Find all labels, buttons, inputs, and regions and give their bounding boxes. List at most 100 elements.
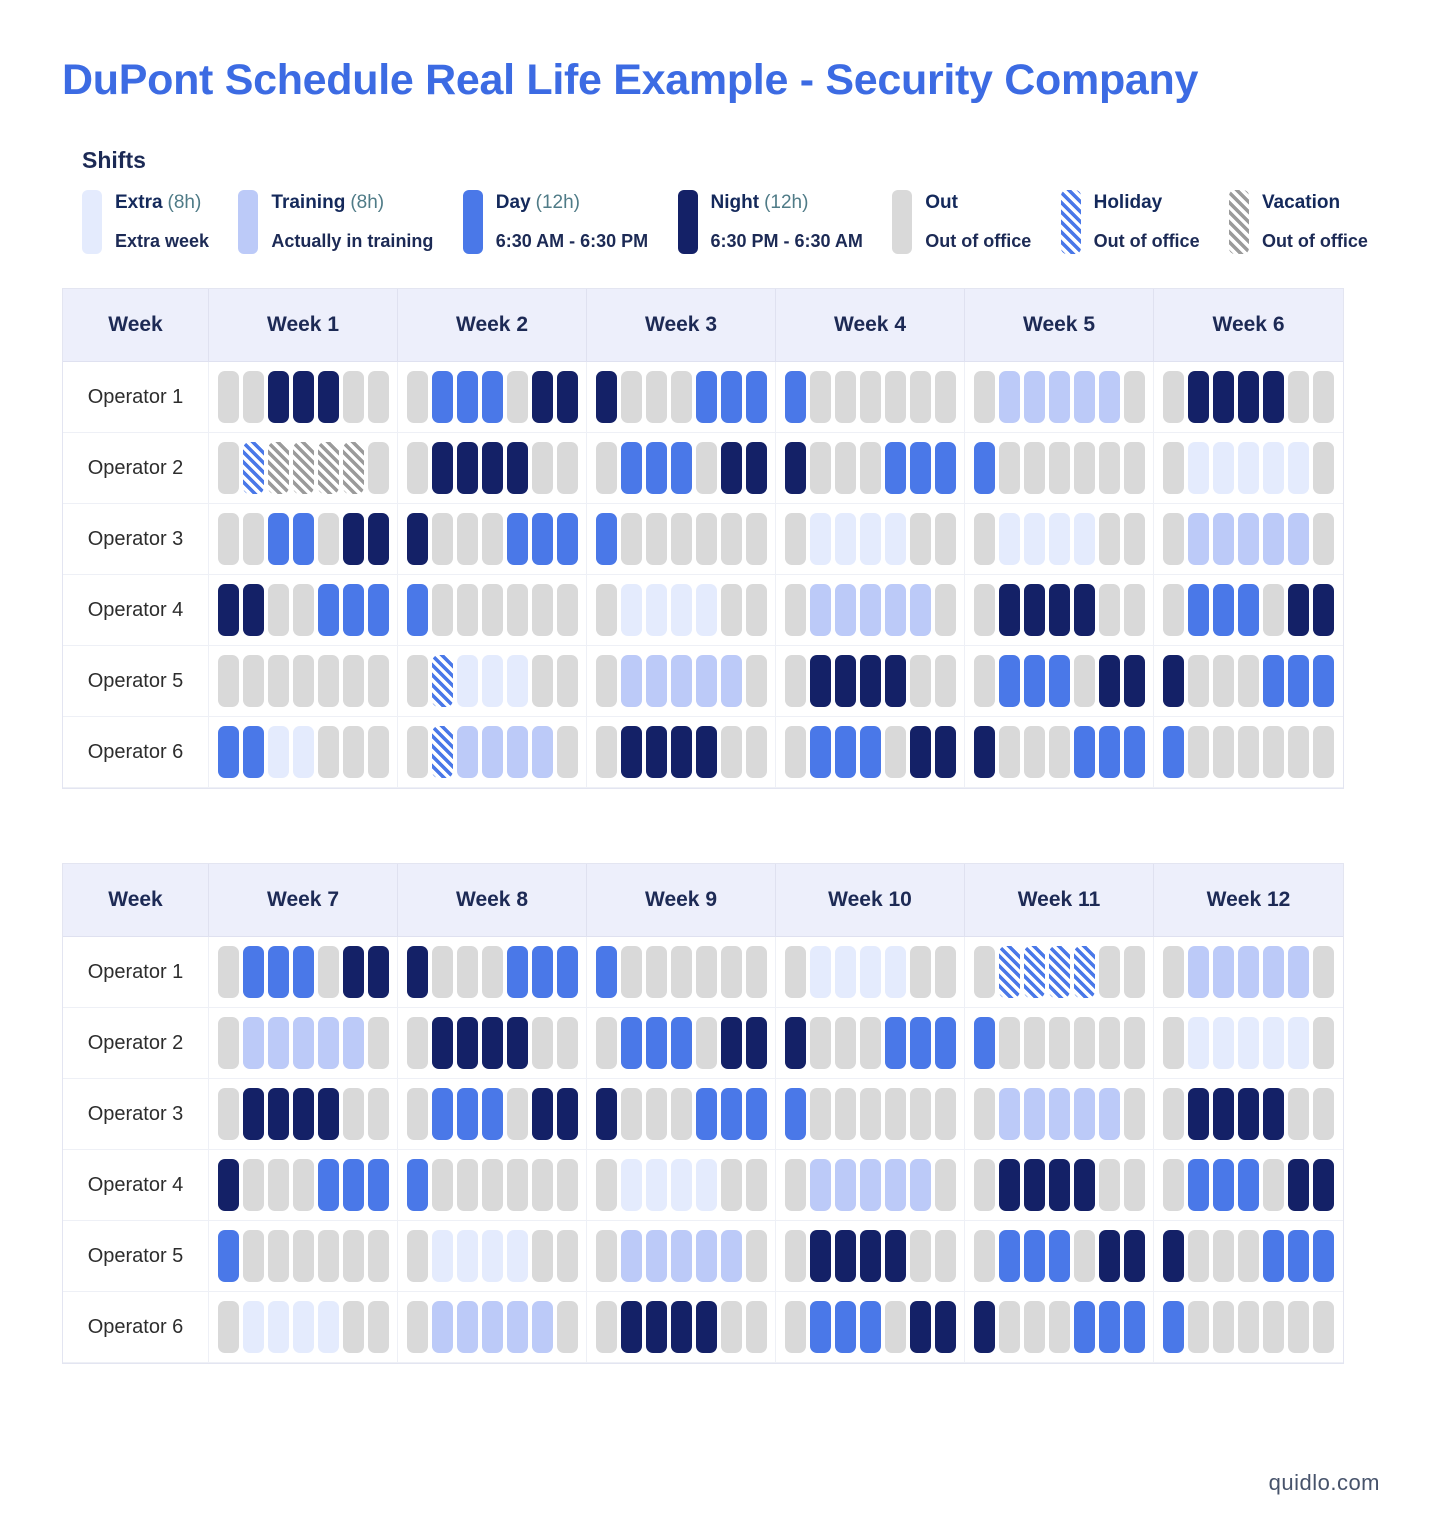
day-cell-group <box>973 1230 1145 1282</box>
shift-cell-day <box>1213 1159 1234 1211</box>
week-cell <box>965 717 1154 788</box>
shift-cell-night <box>481 1017 503 1069</box>
shift-cell-out <box>1163 1159 1184 1211</box>
operator-label: Operator 3 <box>87 1102 184 1125</box>
week-cell <box>587 717 776 788</box>
shift-cell-out <box>973 655 995 707</box>
day-cell-group <box>973 1301 1145 1353</box>
shift-cell-night <box>292 371 314 423</box>
shift-cell-out <box>1163 1017 1184 1069</box>
week-header: Week 12 <box>1154 864 1343 937</box>
shift-cell-extra <box>884 513 906 565</box>
shift-cell-out <box>531 655 553 707</box>
week-cell <box>965 1079 1154 1150</box>
page-title: DuPont Schedule Real Life Example - Secu… <box>62 56 1199 104</box>
shift-cell-out <box>998 442 1020 494</box>
shift-cell-out <box>909 513 931 565</box>
shift-cell-out <box>531 1230 553 1282</box>
shift-cell-out <box>406 655 428 707</box>
shift-cell-night <box>342 946 364 998</box>
shift-cell-out <box>973 1088 995 1140</box>
shift-cell-out <box>909 1230 931 1282</box>
shift-cell-night <box>834 1230 856 1282</box>
shift-cell-out <box>1098 1017 1120 1069</box>
shift-cell-day <box>367 584 389 636</box>
shift-cell-extra <box>506 1230 528 1282</box>
shift-cell-extra <box>859 513 881 565</box>
shift-cell-day <box>695 1088 717 1140</box>
day-cell-group <box>1163 946 1334 998</box>
shift-cell-day <box>531 513 553 565</box>
day-cell-group <box>784 1159 956 1211</box>
shift-cell-out <box>1313 1088 1334 1140</box>
shift-cell-out <box>242 371 264 423</box>
shift-cell-night <box>1023 1159 1045 1211</box>
shift-cell-night <box>506 1017 528 1069</box>
shift-cell-night <box>217 584 239 636</box>
shift-cell-extra <box>431 1230 453 1282</box>
day-cell-group <box>595 726 767 778</box>
shift-cell-out <box>531 584 553 636</box>
shift-cell-out <box>934 584 956 636</box>
shift-cell-out <box>595 655 617 707</box>
shift-cell-out <box>1098 584 1120 636</box>
day-cell-group <box>595 371 767 423</box>
shift-cell-night <box>1188 1088 1209 1140</box>
shift-cell-out <box>784 1159 806 1211</box>
shift-cell-out <box>809 371 831 423</box>
shift-cell-out <box>859 371 881 423</box>
shift-cell-out <box>1073 1017 1095 1069</box>
shift-cell-out <box>595 1230 617 1282</box>
shift-cell-training <box>909 584 931 636</box>
shift-cell-out <box>745 513 767 565</box>
day-cell-group <box>406 1230 578 1282</box>
shift-cell-out <box>998 1017 1020 1069</box>
legend-item-title: Holiday <box>1094 192 1200 214</box>
extra-swatch-icon <box>82 190 102 254</box>
legend-heading: Shifts <box>82 147 146 173</box>
shift-cell-day <box>1238 584 1259 636</box>
shift-cell-out <box>531 1159 553 1211</box>
shift-cell-out <box>720 1159 742 1211</box>
week-cell <box>965 362 1154 433</box>
shift-cell-night <box>695 726 717 778</box>
shift-cell-out <box>809 1017 831 1069</box>
shift-cell-out <box>217 371 239 423</box>
legend-item-night: Night (12h) 6:30 PM - 6:30 AM <box>677 190 863 254</box>
shift-cell-out <box>1163 442 1184 494</box>
shift-cell-out <box>884 371 906 423</box>
day-cell-group <box>406 655 578 707</box>
day-cell-group <box>784 513 956 565</box>
shift-cell-training <box>317 1017 339 1069</box>
shift-cell-out <box>367 371 389 423</box>
day-cell-group <box>217 655 389 707</box>
week-cell <box>1154 646 1343 717</box>
shift-cell-extra <box>884 946 906 998</box>
shift-cell-extra <box>317 1301 339 1353</box>
shift-cell-out <box>998 1301 1020 1353</box>
week-cell <box>587 646 776 717</box>
week-cell <box>209 504 398 575</box>
day-cell-group <box>973 655 1145 707</box>
day-cell-group <box>406 442 578 494</box>
shift-cell-night <box>973 1301 995 1353</box>
footer-link[interactable]: quidlo.com <box>1268 1470 1380 1495</box>
operator-label-cell: Operator 5 <box>63 1221 209 1292</box>
shift-cell-out <box>745 1230 767 1282</box>
shift-cell-day <box>998 655 1020 707</box>
shift-cell-training <box>1238 513 1259 565</box>
shift-cell-day <box>670 1017 692 1069</box>
shift-cell-extra <box>1263 442 1284 494</box>
shift-cell-night <box>720 1017 742 1069</box>
operator-label: Operator 2 <box>87 456 184 479</box>
week-cell <box>1154 504 1343 575</box>
shift-cell-out <box>367 1017 389 1069</box>
shift-cell-extra <box>267 1301 289 1353</box>
shift-cell-night <box>267 371 289 423</box>
shift-cell-out <box>506 584 528 636</box>
shift-cell-night <box>784 442 806 494</box>
legend-item-title: Day (12h) <box>496 192 648 214</box>
shift-cell-out <box>481 513 503 565</box>
legend-item-holiday: Holiday Out of office <box>1060 190 1200 254</box>
shift-cell-training <box>720 1230 742 1282</box>
